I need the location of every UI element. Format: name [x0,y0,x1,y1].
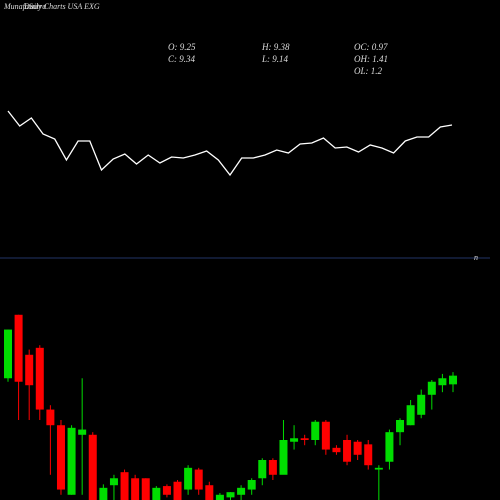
candle-body [25,354,34,386]
candle-body [279,440,288,475]
candle-body [396,420,405,433]
candle-body [343,440,352,462]
candle-body [300,438,309,440]
candle-body [332,447,341,453]
candle-body [4,329,12,379]
candle-body [237,487,246,495]
ohlc-stat: C: 9.34 [168,54,196,64]
candle-body [67,427,76,495]
candle-body [131,478,140,500]
candle-body [120,472,129,500]
candle-body [258,460,267,479]
candle-body [374,467,383,470]
candle-body [184,467,193,490]
candle-body [268,460,277,475]
candle-body [353,441,362,455]
candle-body [141,478,150,500]
candle-body [205,485,214,500]
candle-body [194,469,203,490]
candle-body [88,434,97,500]
candle-body [215,494,224,500]
watermark: MunafaSutra [3,2,46,11]
candle-body [99,487,108,500]
candle-body [162,486,171,495]
candle-body [226,492,235,498]
candle-body [56,425,65,490]
candle-body [46,409,55,426]
ohlc-stat: OL: 1.2 [354,66,383,76]
candle-body [247,480,256,490]
candle-body [449,375,457,385]
candle-body [14,314,23,382]
candle-body [173,481,182,500]
candle-body [152,487,161,500]
ohlc-stat: H: 9.38 [261,42,290,52]
candle-body [109,478,118,486]
candle-body [417,394,426,415]
candle-body [427,381,436,395]
ohlc-stat: O: 9.25 [168,42,196,52]
candle-body [364,444,373,466]
candle-body [406,405,415,426]
ohlc-stat: L: 9.14 [261,54,289,64]
candle-body [438,378,447,386]
candle-body [311,421,320,440]
ohlc-stat: OC: 0.97 [354,42,388,52]
candle-body [290,438,299,442]
reference-label: n [474,253,478,262]
price-line [7,110,453,177]
candle-body [78,429,87,435]
candle-body [385,432,394,462]
candle-body [321,421,330,450]
chart-title: Daily Charts USA EXG [23,2,100,11]
candle-body [35,347,44,410]
ohlc-stat: OH: 1.41 [354,54,388,64]
